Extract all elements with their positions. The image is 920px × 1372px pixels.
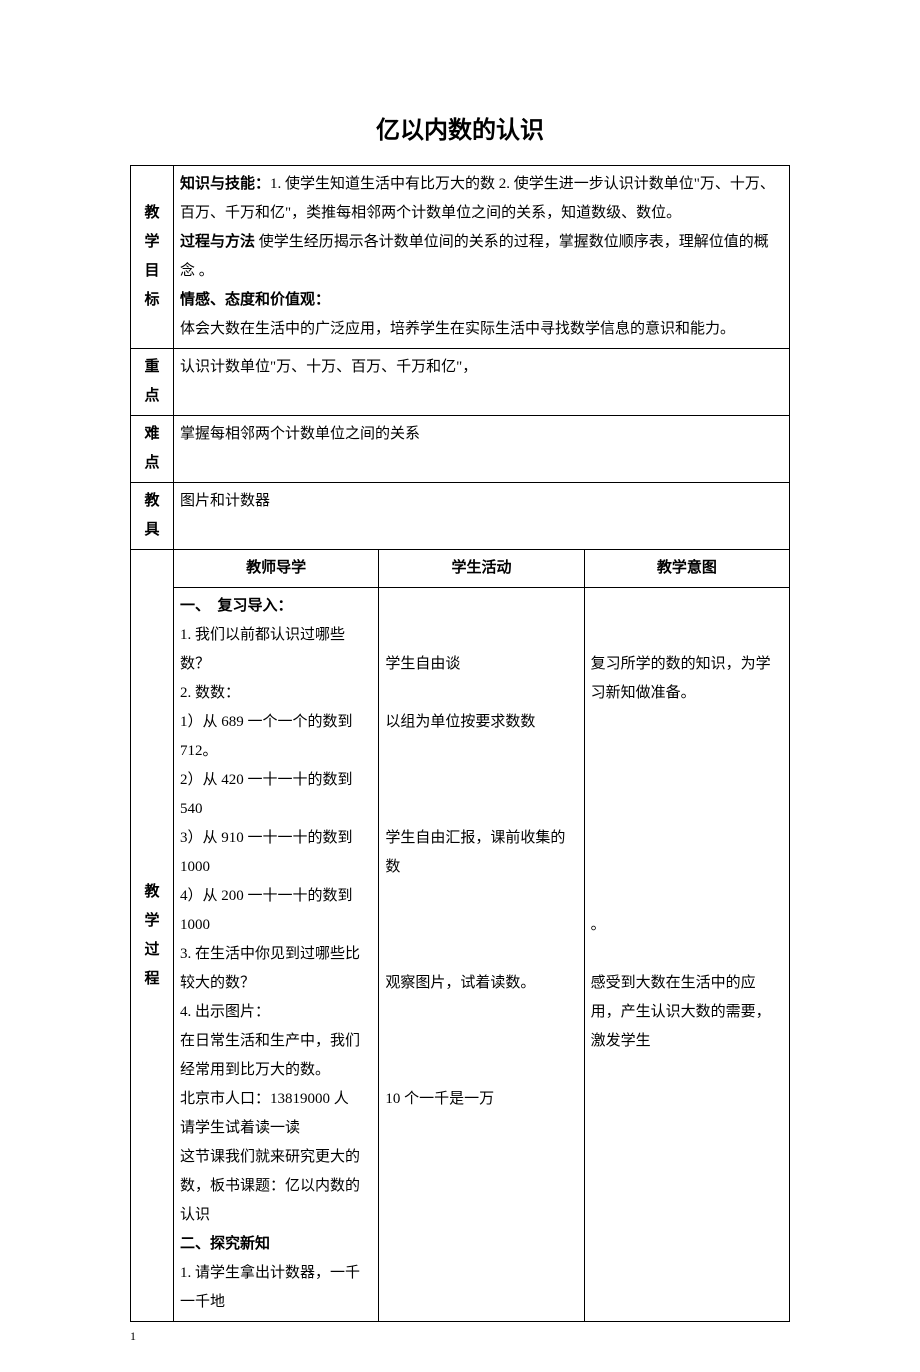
label-process: 教 学 过 程 xyxy=(131,550,174,1322)
document-page: 亿以内数的认识 教 学 目 标 知识与技能：1. 使学生知道生活中有比万大的数 … xyxy=(0,0,920,1372)
content-difficulty: 掌握每相邻两个计数单位之间的关系 xyxy=(174,416,790,483)
row-difficulty: 难 点 掌握每相邻两个计数单位之间的关系 xyxy=(131,416,790,483)
header-intent: 教学意图 xyxy=(584,550,789,588)
row-process-body: 一、 复习导入：1. 我们以前都认识过哪些数？2. 数数：1）从 689 一个一… xyxy=(131,588,790,1322)
content-tools: 图片和计数器 xyxy=(174,483,790,550)
label-keypoint: 重 点 xyxy=(131,349,174,416)
page-number: 1 xyxy=(130,1329,136,1344)
page-title: 亿以内数的认识 xyxy=(130,110,790,145)
header-student: 学生活动 xyxy=(379,550,584,588)
content-goal: 知识与技能：1. 使学生知道生活中有比万大的数 2. 使学生进一步认识计数单位"… xyxy=(174,166,790,349)
header-teacher: 教师导学 xyxy=(174,550,379,588)
label-difficulty: 难 点 xyxy=(131,416,174,483)
row-process-header: 教 学 过 程 教师导学 学生活动 教学意图 xyxy=(131,550,790,588)
label-goal: 教 学 目 标 xyxy=(131,166,174,349)
row-keypoint: 重 点 认识计数单位"万、十万、百万、千万和亿"， xyxy=(131,349,790,416)
cell-teacher: 一、 复习导入：1. 我们以前都认识过哪些数？2. 数数：1）从 689 一个一… xyxy=(174,588,379,1322)
row-goal: 教 学 目 标 知识与技能：1. 使学生知道生活中有比万大的数 2. 使学生进一… xyxy=(131,166,790,349)
content-keypoint: 认识计数单位"万、十万、百万、千万和亿"， xyxy=(174,349,790,416)
label-tools: 教 具 xyxy=(131,483,174,550)
cell-student: 学生自由谈 以组为单位按要求数数 学生自由汇报，课前收集的数 观察图片，试着读数… xyxy=(379,588,584,1322)
row-tools: 教 具 图片和计数器 xyxy=(131,483,790,550)
cell-intent: 复习所学的数的知识，为学习新知做准备。 。 感受到大数在生活中的应用，产生认识大… xyxy=(584,588,789,1322)
lesson-plan-table: 教 学 目 标 知识与技能：1. 使学生知道生活中有比万大的数 2. 使学生进一… xyxy=(130,165,790,1322)
